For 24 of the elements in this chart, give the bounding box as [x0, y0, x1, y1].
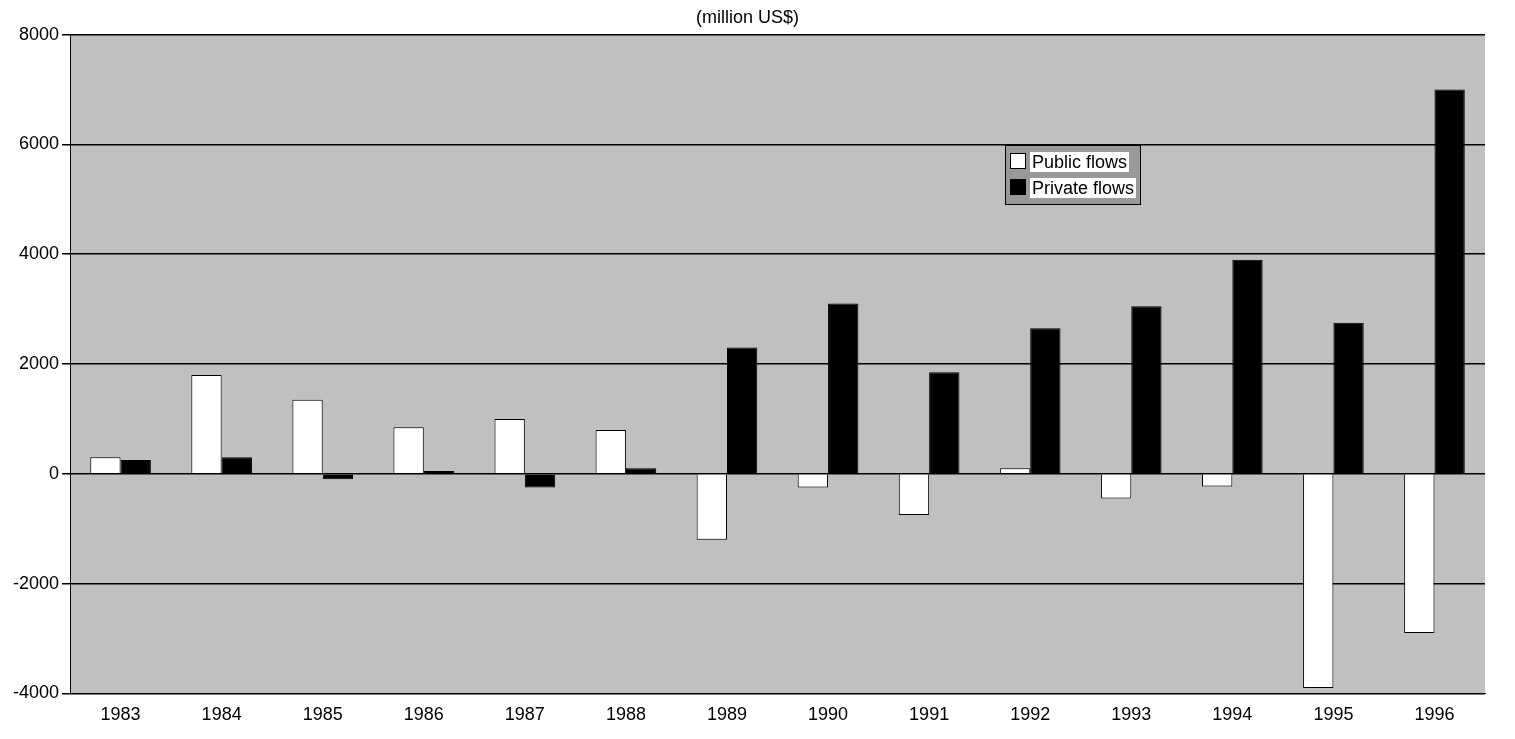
- x-tick-label: 1986: [403, 704, 444, 725]
- y-tick-label: 6000: [18, 133, 60, 154]
- y-tick-label: 8000: [18, 23, 60, 44]
- x-tick-label: 1984: [201, 704, 242, 725]
- y-tick-label: -4000: [12, 682, 60, 703]
- x-tick-label: 1996: [1414, 704, 1455, 725]
- y-tick-label: -2000: [12, 572, 60, 593]
- x-tick-label: 1993: [1111, 704, 1152, 725]
- x-tick-label: 1989: [706, 704, 748, 725]
- legend-label: Private flows: [1030, 177, 1137, 198]
- x-tick-label: 1994: [1212, 704, 1253, 725]
- y-tick-label: 2000: [18, 352, 60, 373]
- x-tick-label: 1992: [1010, 704, 1051, 725]
- x-tick-label: 1985: [302, 704, 343, 725]
- x-tick-label: 1983: [100, 704, 141, 725]
- legend-label: Public flows: [1030, 151, 1130, 172]
- chart-title: (million US$): [695, 6, 800, 27]
- x-tick-label: 1995: [1313, 704, 1354, 725]
- x-tick-label: 1991: [909, 704, 950, 725]
- x-tick-label: 1988: [605, 704, 646, 725]
- x-tick-label: 1990: [808, 704, 849, 725]
- y-tick-label: 4000: [18, 243, 60, 264]
- x-tick-label: 1987: [504, 704, 545, 725]
- y-tick-label: 0: [49, 462, 60, 483]
